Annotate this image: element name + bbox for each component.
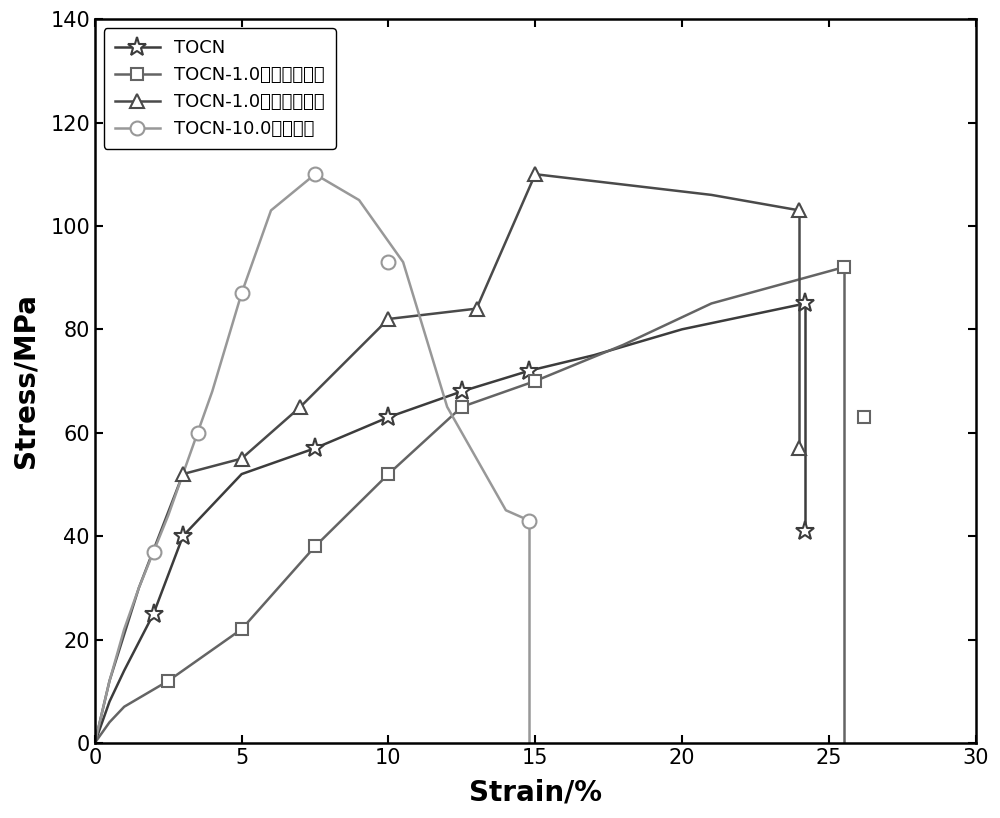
Legend: TOCN, TOCN-1.0磺化碳纳米管, TOCN-1.0酸化碳纳米管, TOCN-10.0碳纳米管: TOCN, TOCN-1.0磺化碳纳米管, TOCN-1.0酸化碳纳米管, TO… [104, 28, 336, 149]
X-axis label: Strain/%: Strain/% [469, 779, 602, 807]
Y-axis label: Stress/MPa: Stress/MPa [11, 294, 39, 469]
